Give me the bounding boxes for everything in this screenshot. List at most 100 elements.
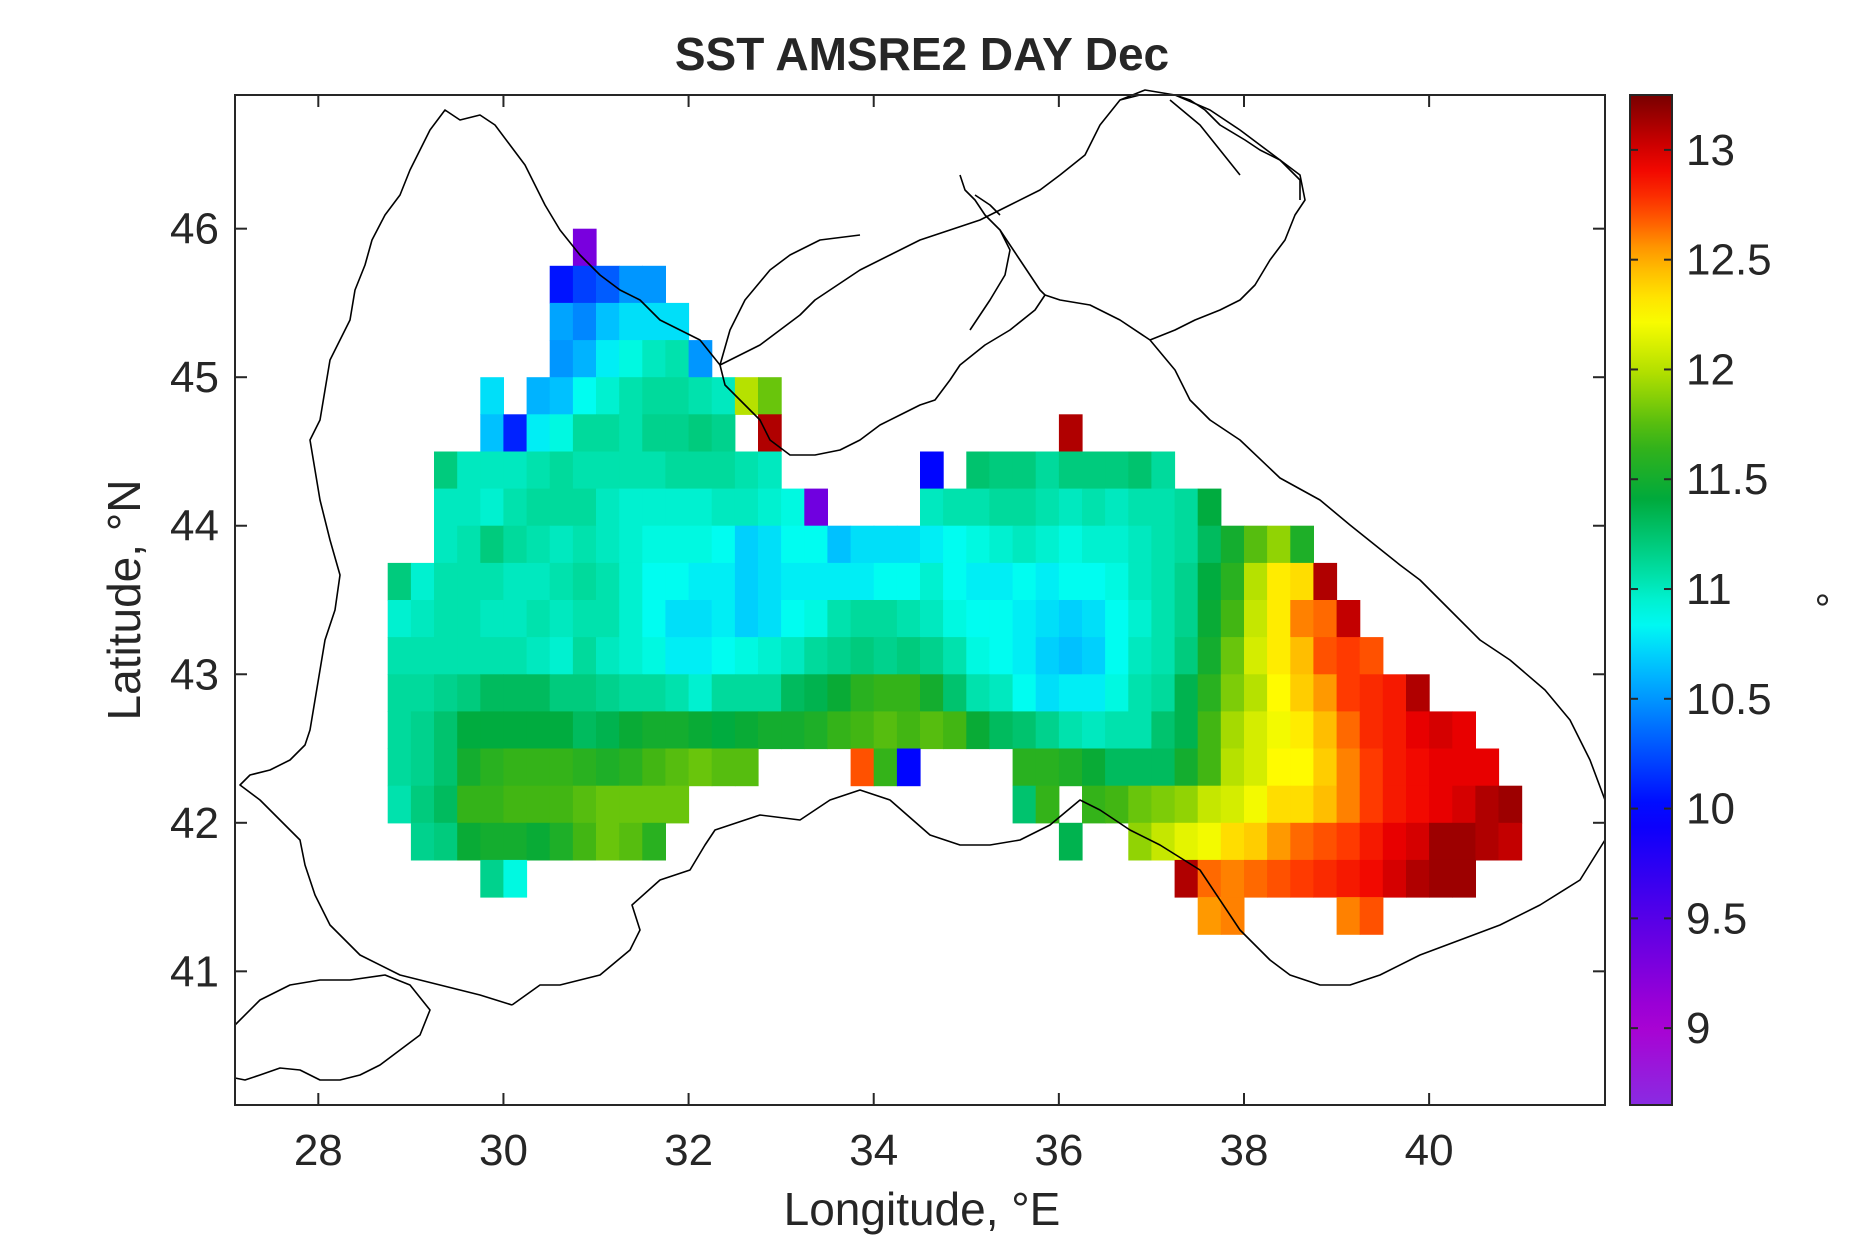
sst-cell — [1151, 525, 1176, 564]
sst-cell — [943, 674, 967, 712]
sst-cell — [1220, 711, 1245, 750]
sst-cell — [1359, 711, 1384, 750]
sst-cell — [758, 600, 782, 638]
sst-cell — [480, 859, 504, 898]
x-axis-ticks: 28 30 32 34 36 38 40 — [294, 95, 1454, 1175]
sst-cell — [1058, 748, 1083, 787]
sst-cell — [572, 822, 597, 861]
sst-cell — [457, 822, 481, 861]
sst-cell — [434, 785, 458, 824]
y-axis-ticks: 46 45 44 43 42 41 — [170, 205, 1605, 996]
sst-cell — [711, 414, 736, 452]
sst-cell — [549, 637, 574, 675]
sst-cell — [1313, 822, 1338, 861]
sst-cell — [642, 265, 666, 304]
sst-cell — [526, 748, 551, 787]
sst-cell — [989, 674, 1014, 712]
sst-cell — [1035, 785, 1060, 824]
sst-cell — [1012, 674, 1037, 712]
sst-cell — [549, 488, 574, 527]
sst-cell — [1313, 637, 1338, 675]
sst-cell — [711, 637, 736, 675]
coastline-marmara — [234, 974, 431, 1081]
sst-cell — [619, 785, 643, 824]
sst-cell — [1267, 674, 1291, 712]
sst-cell — [1151, 748, 1176, 787]
sst-cell — [966, 674, 990, 712]
sst-cell — [873, 748, 898, 787]
sst-cell — [457, 525, 481, 564]
sst-cell — [642, 674, 666, 712]
y-tick-label: 42 — [170, 799, 219, 848]
sst-cell — [688, 711, 713, 750]
sst-cell — [549, 525, 574, 564]
sst-cell — [480, 822, 504, 861]
sst-cell — [549, 451, 574, 490]
sst-cell — [1197, 897, 1222, 935]
sst-cell — [688, 637, 713, 675]
sst-cell — [387, 748, 412, 787]
sst-cell — [596, 785, 620, 824]
sst-cell — [734, 488, 759, 527]
sst-cell — [920, 451, 944, 490]
sst-cell — [1105, 562, 1129, 601]
sst-cell — [549, 822, 574, 861]
sst-cell — [758, 711, 782, 750]
sst-cell — [1406, 711, 1430, 750]
sst-cell — [665, 785, 690, 824]
sst-cell — [1429, 748, 1453, 787]
x-tick-label: 32 — [664, 1126, 713, 1175]
sst-cell — [1197, 600, 1222, 638]
sst-cell — [457, 488, 481, 527]
sst-cell — [896, 525, 921, 564]
sst-cell — [596, 822, 620, 861]
sst-cell — [873, 674, 898, 712]
sst-cell — [1267, 822, 1291, 861]
sst-cell — [711, 711, 736, 750]
sst-cell — [619, 302, 643, 341]
sst-cell — [1105, 600, 1129, 638]
sst-cell — [642, 414, 666, 452]
sst-cell — [966, 451, 990, 490]
sst-cell — [1359, 674, 1384, 712]
sst-cell — [665, 748, 690, 787]
sst-cell — [1128, 674, 1152, 712]
sst-cell — [943, 488, 967, 527]
sst-cell — [1082, 562, 1106, 601]
sst-cell — [920, 674, 944, 712]
sst-cell — [1336, 748, 1361, 787]
sst-cell — [1197, 525, 1222, 564]
sst-cell — [526, 785, 551, 824]
sst-cell — [1336, 859, 1361, 898]
sst-cell — [1105, 451, 1129, 490]
sst-cell — [943, 637, 967, 675]
colorbar — [1629, 94, 1673, 1106]
sst-cell — [1336, 637, 1361, 675]
sst-cell — [1012, 525, 1037, 564]
sst-cell — [1382, 822, 1407, 861]
sst-cell — [1012, 748, 1037, 787]
sst-cell — [804, 674, 828, 712]
sst-cell — [1012, 785, 1037, 824]
sst-cell — [711, 488, 736, 527]
sst-cell — [1220, 637, 1245, 675]
sst-cell — [1058, 637, 1083, 675]
sst-cell — [1058, 451, 1083, 490]
sst-cell — [688, 340, 713, 378]
sst-cell — [1406, 674, 1430, 712]
colorbar-tick-label: 12 — [1686, 345, 1735, 394]
sst-cell — [1174, 674, 1199, 712]
sst-cell — [1174, 525, 1199, 564]
sst-cell — [1035, 525, 1060, 564]
sst-cell — [1174, 748, 1199, 787]
sst-cell — [665, 451, 690, 490]
y-tick-label: 45 — [170, 353, 219, 402]
sst-cell — [1012, 711, 1037, 750]
sst-cell — [1197, 859, 1222, 898]
sst-cell — [1336, 600, 1361, 638]
sst-cell — [1290, 600, 1314, 638]
sst-cell — [1128, 451, 1152, 490]
sst-cell — [1035, 488, 1060, 527]
sst-cell — [1267, 525, 1291, 564]
sst-cell — [758, 488, 782, 527]
